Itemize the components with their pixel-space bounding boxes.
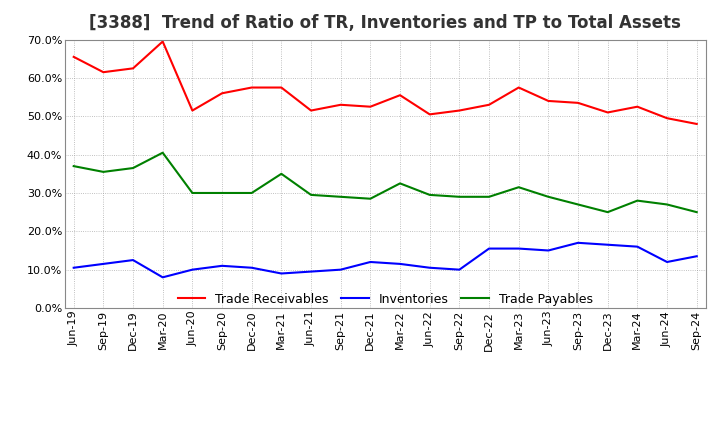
Trade Receivables bbox=[99, 70, 108, 75]
Trade Receivables bbox=[307, 108, 315, 113]
Inventories bbox=[188, 267, 197, 272]
Trade Receivables bbox=[455, 108, 464, 113]
Trade Payables bbox=[129, 165, 138, 171]
Trade Receivables bbox=[396, 92, 405, 98]
Inventories bbox=[633, 244, 642, 249]
Trade Receivables bbox=[248, 85, 256, 90]
Trade Payables bbox=[248, 191, 256, 196]
Trade Payables bbox=[217, 191, 226, 196]
Trade Payables bbox=[455, 194, 464, 199]
Trade Receivables bbox=[69, 54, 78, 59]
Trade Receivables bbox=[129, 66, 138, 71]
Trade Receivables bbox=[158, 39, 167, 44]
Trade Payables bbox=[396, 181, 405, 186]
Inventories bbox=[277, 271, 286, 276]
Trade Payables bbox=[603, 209, 612, 215]
Inventories bbox=[158, 275, 167, 280]
Trade Payables bbox=[426, 192, 434, 198]
Trade Receivables bbox=[217, 91, 226, 96]
Inventories bbox=[662, 259, 671, 264]
Trade Receivables bbox=[277, 85, 286, 90]
Inventories bbox=[248, 265, 256, 270]
Inventories bbox=[574, 240, 582, 246]
Inventories bbox=[396, 261, 405, 267]
Inventories bbox=[366, 259, 374, 264]
Trade Receivables bbox=[662, 116, 671, 121]
Trade Payables bbox=[574, 202, 582, 207]
Trade Receivables bbox=[603, 110, 612, 115]
Trade Payables bbox=[336, 194, 345, 199]
Line: Trade Payables: Trade Payables bbox=[73, 153, 697, 212]
Trade Payables bbox=[188, 191, 197, 196]
Trade Receivables bbox=[336, 102, 345, 107]
Inventories bbox=[69, 265, 78, 270]
Trade Payables bbox=[544, 194, 553, 199]
Trade Payables bbox=[69, 164, 78, 169]
Trade Payables bbox=[307, 192, 315, 198]
Inventories bbox=[426, 265, 434, 270]
Trade Receivables bbox=[188, 108, 197, 113]
Trade Payables bbox=[514, 185, 523, 190]
Trade Payables bbox=[662, 202, 671, 207]
Line: Trade Receivables: Trade Receivables bbox=[73, 41, 697, 124]
Line: Inventories: Inventories bbox=[73, 243, 697, 277]
Inventories bbox=[129, 257, 138, 263]
Inventories bbox=[336, 267, 345, 272]
Trade Payables bbox=[158, 150, 167, 155]
Inventories bbox=[99, 261, 108, 267]
Trade Receivables bbox=[544, 98, 553, 103]
Inventories bbox=[217, 263, 226, 268]
Inventories bbox=[603, 242, 612, 247]
Trade Receivables bbox=[574, 100, 582, 106]
Trade Payables bbox=[633, 198, 642, 203]
Trade Payables bbox=[485, 194, 493, 199]
Inventories bbox=[307, 269, 315, 274]
Trade Receivables bbox=[485, 102, 493, 107]
Trade Payables bbox=[277, 171, 286, 176]
Trade Receivables bbox=[693, 121, 701, 127]
Inventories bbox=[544, 248, 553, 253]
Inventories bbox=[485, 246, 493, 251]
Trade Receivables bbox=[426, 112, 434, 117]
Trade Payables bbox=[693, 209, 701, 215]
Trade Receivables bbox=[633, 104, 642, 109]
Title: [3388]  Trend of Ratio of TR, Inventories and TP to Total Assets: [3388] Trend of Ratio of TR, Inventories… bbox=[89, 15, 681, 33]
Inventories bbox=[693, 253, 701, 259]
Legend: Trade Receivables, Inventories, Trade Payables: Trade Receivables, Inventories, Trade Pa… bbox=[173, 288, 598, 311]
Trade Payables bbox=[366, 196, 374, 202]
Trade Receivables bbox=[514, 85, 523, 90]
Inventories bbox=[514, 246, 523, 251]
Trade Payables bbox=[99, 169, 108, 175]
Trade Receivables bbox=[366, 104, 374, 109]
Inventories bbox=[455, 267, 464, 272]
